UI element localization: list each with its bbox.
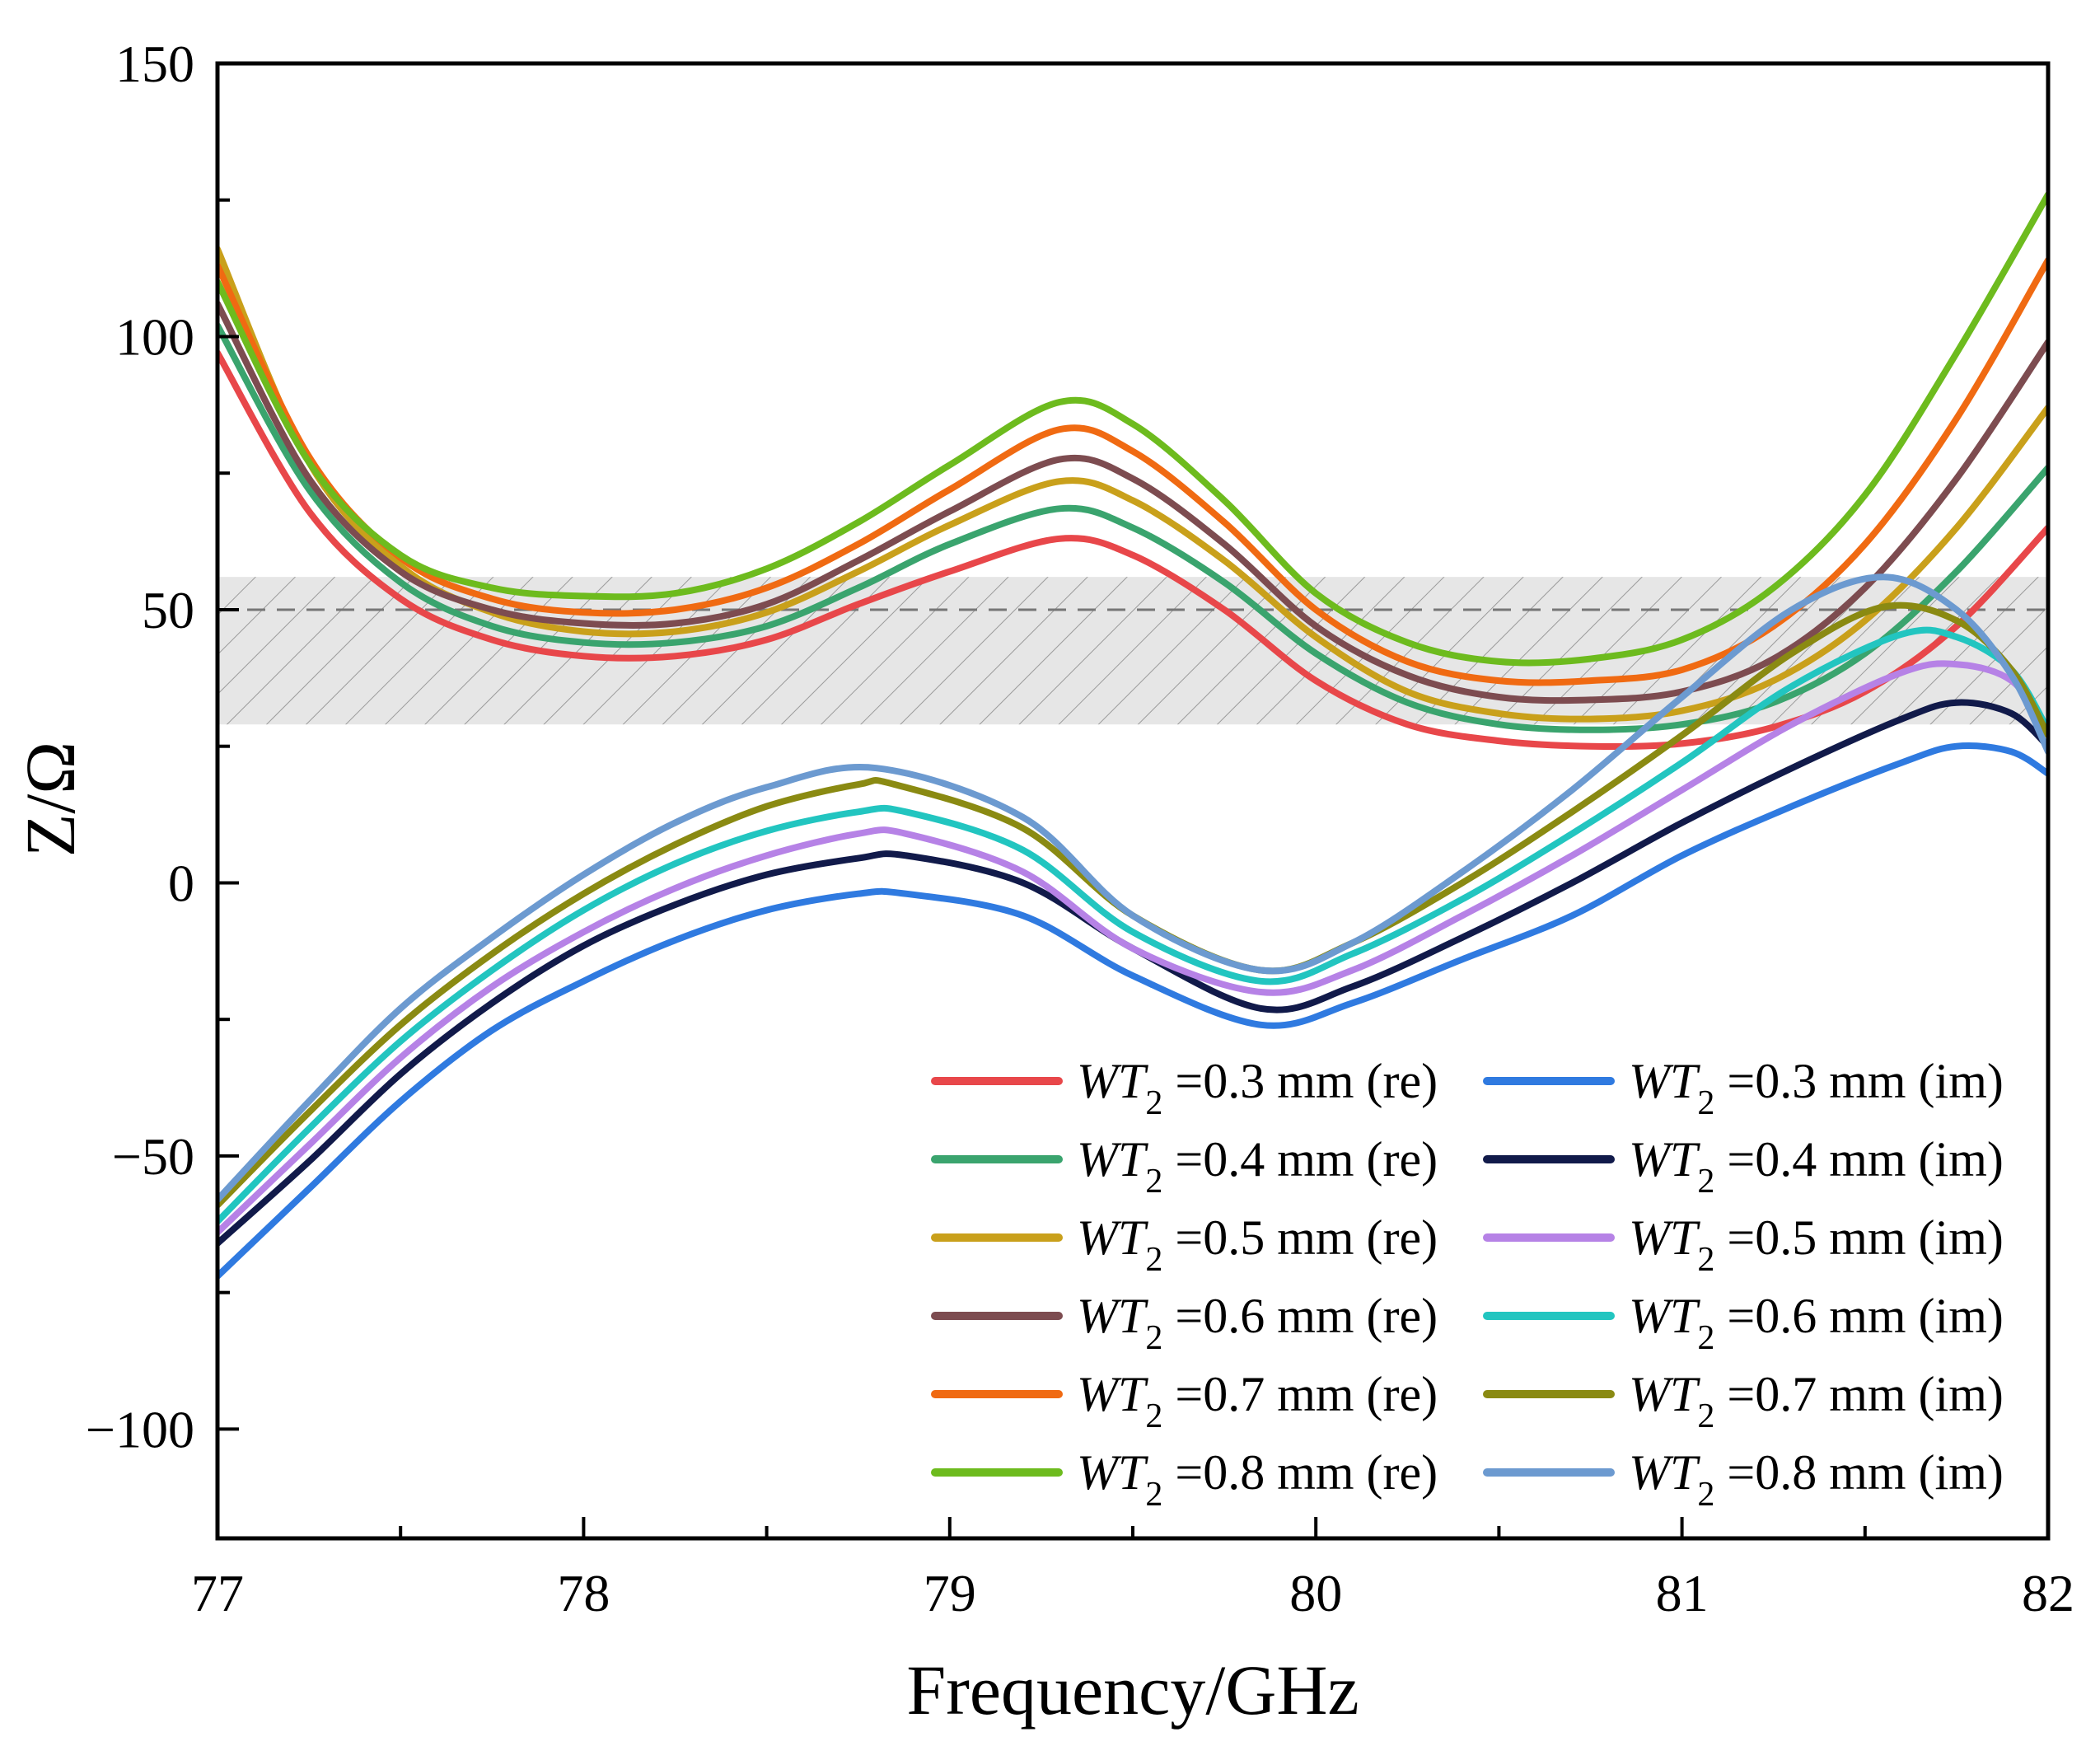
y-tick-label: 50 xyxy=(142,581,194,639)
legend-item: WT2 =0.8 mm (re) xyxy=(931,1445,1438,1514)
series-line-9 xyxy=(217,660,2048,1236)
x-tick-label: 82 xyxy=(2022,1564,2074,1622)
y-tick-label: −50 xyxy=(112,1127,194,1186)
legend-label: WT2 =0.3 mm (re) xyxy=(1077,1054,1438,1122)
x-tick-label: 80 xyxy=(1289,1564,1342,1622)
legend-label: WT2 =0.7 mm (im) xyxy=(1629,1367,2004,1435)
legend-label: WT2 =0.4 mm (re) xyxy=(1077,1132,1438,1201)
series-line-1 xyxy=(217,349,2048,750)
series-line-5 xyxy=(217,256,2048,686)
legend-item: WT2 =0.7 mm (im) xyxy=(1483,1367,2004,1435)
x-tick-label: 81 xyxy=(1656,1564,1709,1622)
legend: WT2 =0.3 mm (re) WT2 =0.4 mm (re) WT2 =0.5… xyxy=(931,1054,2004,1514)
x-axis-title: Frequency/GHz xyxy=(906,1650,1359,1730)
legend-item: WT2 =0.3 mm (im) xyxy=(1483,1054,2004,1122)
legend-label: WT2 =0.3 mm (im) xyxy=(1629,1054,2004,1122)
legend-label: WT2 =0.6 mm (im) xyxy=(1629,1289,2004,1357)
legend-item: WT2 =0.4 mm (re) xyxy=(931,1132,1438,1201)
y-axis-title: Z/Ω xyxy=(11,742,90,857)
series-line-4 xyxy=(217,300,2048,704)
x-tick-label: 79 xyxy=(924,1564,976,1622)
axes: 77 78 79 80 81 82 150 100 50 0 −50 −100 xyxy=(86,35,2074,1622)
legend-label: WT2 =0.4 mm (im) xyxy=(1629,1132,2004,1201)
legend-item: WT2 =0.3 mm (re) xyxy=(931,1054,1438,1122)
series-line-10 xyxy=(217,626,2048,1225)
legend-item: WT2 =0.4 mm (im) xyxy=(1483,1132,2004,1201)
legend-label: WT2 =0.5 mm (im) xyxy=(1629,1210,2004,1279)
series-line-12 xyxy=(217,573,2048,1203)
legend-item: WT2 =0.5 mm (re) xyxy=(931,1210,1438,1279)
y-tick-label: 150 xyxy=(115,35,194,93)
x-tick-label: 77 xyxy=(191,1564,244,1622)
legend-label: WT2 =0.8 mm (im) xyxy=(1629,1445,2004,1514)
y-tick-label: 100 xyxy=(115,307,194,366)
legend-item: WT2 =0.8 mm (im) xyxy=(1483,1445,2004,1514)
y-tick-label: 0 xyxy=(168,854,194,912)
series-line-6 xyxy=(217,191,2048,667)
series-line-7 xyxy=(217,742,2048,1280)
series-layer xyxy=(217,191,2048,1280)
legend-label: WT2 =0.6 mm (re) xyxy=(1077,1289,1438,1357)
legend-item: WT2 =0.5 mm (im) xyxy=(1483,1210,2004,1279)
legend-label: WT2 =0.5 mm (re) xyxy=(1077,1210,1438,1279)
legend-item: WT2 =0.6 mm (im) xyxy=(1483,1289,2004,1357)
legend-item: WT2 =0.7 mm (re) xyxy=(931,1367,1438,1435)
y-tick-label: −100 xyxy=(86,1400,194,1458)
x-tick-label: 78 xyxy=(557,1564,610,1622)
target-band xyxy=(217,577,2048,725)
legend-item: WT2 =0.6 mm (re) xyxy=(931,1289,1438,1357)
legend-label: WT2 =0.7 mm (re) xyxy=(1077,1367,1438,1435)
legend-label: WT2 =0.8 mm (re) xyxy=(1077,1445,1438,1514)
